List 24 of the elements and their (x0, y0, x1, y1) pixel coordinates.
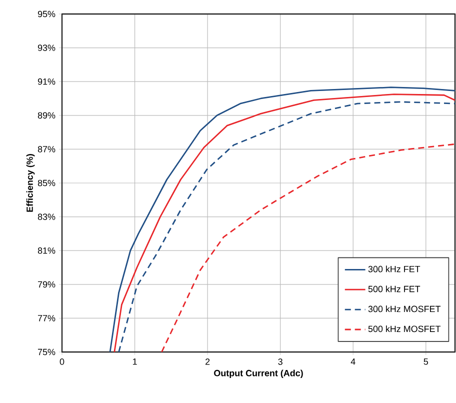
x-tick-label: 2 (206, 358, 210, 365)
y-tick-label: 79% (38, 281, 56, 288)
legend-label: 500 kHz FET (368, 286, 420, 292)
y-tick-label: 85% (38, 180, 56, 186)
x-tick-label: 0 (60, 358, 64, 365)
line-series (161, 143, 455, 352)
y-tick-label: 91% (38, 78, 56, 85)
x-axis-title: Output Current (Adc) (214, 370, 303, 378)
x-tick-label: 1 (132, 358, 137, 365)
x-tick-label: 4 (350, 358, 356, 365)
y-tick-label: 81% (38, 247, 56, 254)
legend-label: 300 kHz FET (368, 266, 420, 272)
y-tick-label: 75% (38, 348, 56, 356)
x-tick-label: 5 (424, 358, 428, 365)
x-tick-label: 3 (278, 358, 282, 365)
y-tick-label: 87% (38, 146, 56, 152)
y-axis-title: Efficiency (%) (26, 154, 35, 212)
y-tick-label: 77% (38, 315, 56, 322)
legend-label: 300 kHz MOSFET (368, 306, 441, 312)
y-tick-label: 83% (38, 214, 56, 220)
y-tick-label: 89% (38, 112, 56, 119)
y-tick-label: 93% (38, 44, 56, 51)
legend-label: 500 kHz MOSFET (368, 325, 441, 332)
y-tick-label: 95% (38, 10, 56, 18)
